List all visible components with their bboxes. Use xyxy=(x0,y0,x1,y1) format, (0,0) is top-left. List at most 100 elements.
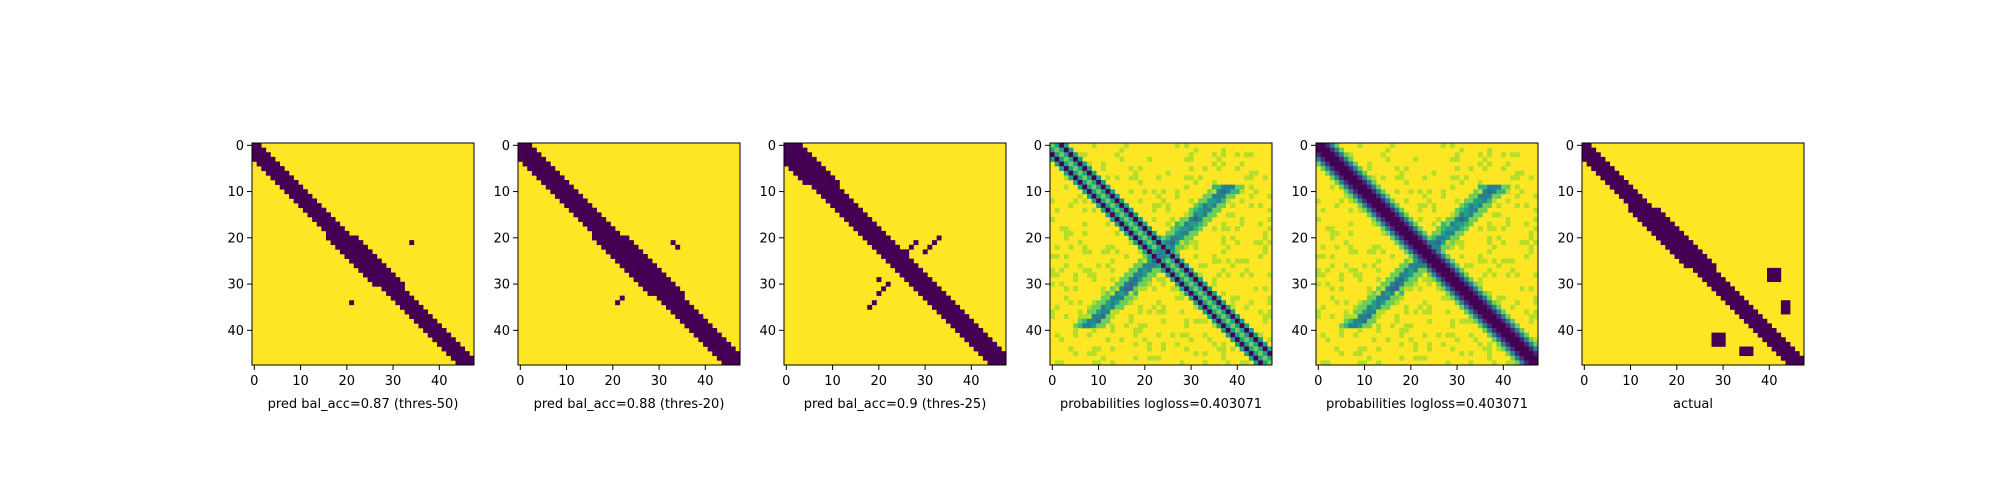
heatmap-cell xyxy=(1096,304,1102,310)
heatmap-cell xyxy=(1464,203,1469,209)
heatmap-cell xyxy=(689,314,695,320)
heatmap-cell xyxy=(1623,180,1629,185)
heatmap-cell xyxy=(1533,360,1539,366)
heatmap-cell xyxy=(1454,166,1460,172)
heatmap-cell xyxy=(693,318,699,324)
heatmap-cell xyxy=(1679,258,1685,264)
heatmap-cell xyxy=(1459,318,1465,324)
heatmap-cell xyxy=(1142,267,1148,273)
heatmap-cell xyxy=(1202,360,1208,366)
heatmap-cell xyxy=(1357,166,1363,172)
heatmap-cell xyxy=(1487,184,1493,190)
heatmap-cell xyxy=(1376,286,1382,292)
heatmap-cell xyxy=(321,207,327,213)
heatmap-cell xyxy=(1334,203,1340,209)
heatmap-cell xyxy=(1339,184,1345,190)
heatmap-cell xyxy=(1170,244,1176,250)
heatmap-cell xyxy=(1100,355,1106,361)
heatmap-cell xyxy=(1394,295,1400,301)
heatmap-cell xyxy=(1468,166,1474,172)
heatmap-cell xyxy=(1491,189,1497,195)
heatmap-cell xyxy=(605,221,611,227)
heatmap-cell xyxy=(1417,203,1423,209)
y-tick-label: 0 xyxy=(1034,139,1042,154)
heatmap-cell xyxy=(1491,328,1497,333)
heatmap-cell xyxy=(1679,235,1685,241)
heatmap-cell xyxy=(1614,184,1620,190)
heatmap-cell xyxy=(1137,328,1143,333)
heatmap-cell xyxy=(1436,277,1442,283)
heatmap-cell xyxy=(1054,143,1060,148)
heatmap-cell xyxy=(256,143,262,148)
heatmap-cell xyxy=(1211,184,1217,190)
heatmap-cell xyxy=(1235,295,1240,301)
heatmap-cell xyxy=(1235,337,1240,343)
heatmap-cell xyxy=(1477,304,1483,310)
heatmap-cell xyxy=(1137,240,1143,246)
heatmap-cell xyxy=(1193,318,1199,324)
heatmap-cell xyxy=(638,254,644,259)
heatmap-cell xyxy=(1077,175,1083,181)
heatmap-cell xyxy=(1376,300,1382,306)
heatmap-cell xyxy=(684,300,690,306)
heatmap-cell xyxy=(666,291,671,296)
heatmap-cell xyxy=(1528,351,1534,357)
heatmap-cell xyxy=(1087,323,1092,329)
heatmap-cell xyxy=(1207,193,1213,199)
heatmap-cell xyxy=(830,198,836,204)
heatmap-cell xyxy=(1477,161,1483,167)
heatmap-cell xyxy=(1068,152,1074,158)
heatmap-cell xyxy=(1413,230,1419,236)
heatmap-cell xyxy=(344,249,350,255)
heatmap-cell xyxy=(1514,337,1520,343)
heatmap-cell xyxy=(395,295,401,301)
heatmap-cell xyxy=(1174,254,1180,259)
heatmap-cell xyxy=(1174,277,1180,283)
heatmap-cell xyxy=(1371,189,1377,195)
heatmap-cell xyxy=(876,240,882,246)
heatmap-cell xyxy=(881,286,887,292)
heatmap-cell xyxy=(1059,161,1065,167)
heatmap-cell xyxy=(1711,267,1717,273)
heatmap-cell xyxy=(1413,156,1419,162)
heatmap-cell xyxy=(358,254,364,259)
heatmap-cell xyxy=(1124,281,1129,287)
heatmap-cell xyxy=(1188,226,1194,232)
heatmap-cell xyxy=(1780,355,1786,361)
heatmap-cell xyxy=(885,240,891,246)
heatmap-cell xyxy=(1142,226,1148,232)
heatmap-cell xyxy=(1128,240,1134,246)
heatmap-cell xyxy=(541,180,547,185)
heatmap-cell xyxy=(1188,207,1194,213)
heatmap-cell xyxy=(1202,281,1208,287)
heatmap-cell xyxy=(1376,221,1382,227)
heatmap-cell xyxy=(559,184,565,190)
heatmap-cell xyxy=(1077,309,1083,315)
heatmap-cell xyxy=(703,318,708,324)
heatmap-cell xyxy=(858,221,863,227)
heatmap-cell xyxy=(527,147,533,153)
heatmap-cell xyxy=(344,235,350,241)
heatmap-cell xyxy=(1366,161,1372,167)
heatmap-cell xyxy=(858,226,863,232)
heatmap-cell xyxy=(1348,314,1354,320)
x-tick-label: 40 xyxy=(1229,374,1246,389)
heatmap-cell xyxy=(1505,351,1511,357)
heatmap-cell xyxy=(1193,203,1199,209)
heatmap-cell xyxy=(1068,244,1074,250)
heatmap-cell xyxy=(293,180,299,185)
heatmap-cell xyxy=(656,286,662,292)
heatmap-cell xyxy=(1151,189,1157,195)
heatmap-cell xyxy=(1459,212,1465,218)
heatmap-cell xyxy=(1533,309,1539,315)
heatmap-cell xyxy=(675,244,681,250)
heatmap-cell xyxy=(1422,263,1428,269)
heatmap-cell xyxy=(735,355,741,361)
heatmap-cell xyxy=(568,198,574,204)
heatmap-cell xyxy=(353,249,359,255)
heatmap-cell xyxy=(1262,175,1268,181)
heatmap-cell xyxy=(1151,254,1157,259)
heatmap-cell xyxy=(1464,286,1469,292)
heatmap-cell xyxy=(726,346,732,352)
heatmap-cell xyxy=(1510,175,1516,181)
